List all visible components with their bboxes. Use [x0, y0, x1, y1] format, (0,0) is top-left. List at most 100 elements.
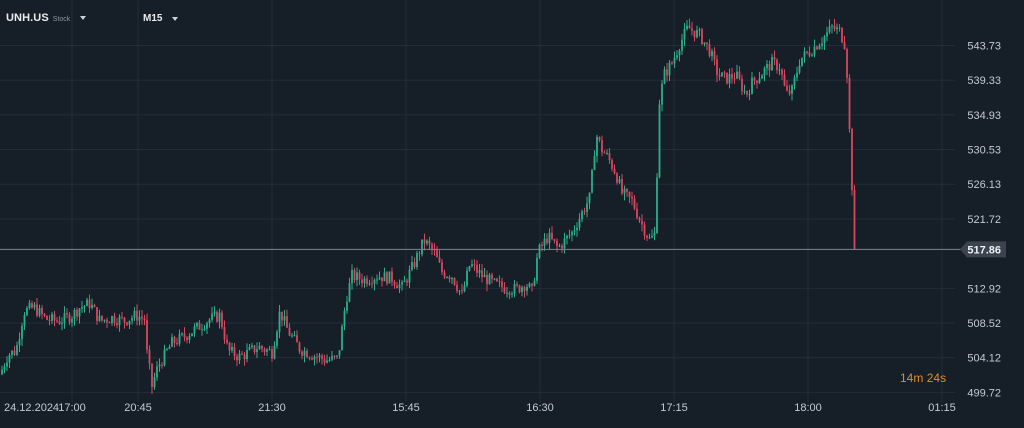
candle-body-down	[841, 27, 843, 43]
candle-body-up	[653, 232, 656, 236]
candle-body-up	[571, 231, 573, 236]
y-tick-label: 543.73	[967, 40, 1001, 52]
candle-body-up	[343, 310, 346, 327]
candle-body-down	[306, 350, 308, 358]
candle-body-down	[556, 240, 558, 247]
candle-body-up	[826, 32, 828, 37]
countdown-seconds: 24	[926, 371, 941, 385]
candle-body-down	[106, 319, 108, 323]
candle-body-down	[598, 137, 601, 140]
candle-body-up	[356, 272, 358, 281]
candle-body-down	[436, 250, 438, 258]
candle-body-down	[768, 64, 771, 71]
candle-body-up	[703, 42, 706, 45]
candle-body-up	[623, 188, 626, 194]
candle-body-down	[423, 239, 426, 244]
candle-body-down	[713, 51, 716, 60]
candle-body-down	[241, 353, 243, 355]
candles-layer	[1, 18, 856, 394]
candle-body-down	[633, 198, 636, 209]
candle-body-up	[466, 270, 468, 286]
candle-body-down	[626, 188, 628, 192]
candle-body-up	[683, 28, 686, 40]
candle-body-up	[658, 104, 661, 178]
candle-body-down	[316, 356, 318, 358]
price-axis: 543.73 539.33 534.93 530.53 526.13 521.72 512.…	[967, 40, 1001, 399]
candle-body-up	[293, 335, 296, 337]
candle-body-up	[338, 350, 341, 356]
candle-body-up	[798, 65, 801, 73]
candle-body-up	[331, 355, 333, 360]
candle-body-down	[113, 316, 116, 324]
candle-body-up	[596, 137, 598, 156]
y-tick-label: 521.72	[967, 214, 1001, 226]
candle-body-down	[198, 322, 201, 330]
candle-body-up	[256, 349, 258, 353]
candle-body-down	[611, 160, 613, 169]
candle-body-down	[221, 312, 223, 327]
candle-body-up	[536, 257, 538, 281]
candle-body-down	[418, 253, 421, 255]
chart-toolbar: UNH.US Stock M15	[0, 0, 1024, 36]
candle-body-up	[511, 293, 513, 295]
x-tick-label: 16:30	[526, 402, 554, 414]
candle-body-up	[711, 51, 713, 57]
y-tick-label: 508.52	[967, 318, 1001, 330]
candle-body-up	[128, 320, 131, 325]
candle-body-up	[111, 316, 113, 323]
candle-body-down	[261, 345, 263, 349]
candle-body-up	[823, 36, 826, 44]
candle-body-up	[1, 369, 3, 375]
candle-body-down	[688, 25, 691, 29]
candle-body-down	[718, 75, 721, 77]
candle-body-up	[578, 218, 581, 228]
chart-grid	[0, 0, 955, 402]
candle-body-down	[143, 318, 146, 321]
candle-body-down	[691, 28, 693, 31]
candle-body-down	[353, 270, 356, 281]
candle-body-down	[386, 272, 388, 284]
candle-body-up	[193, 326, 196, 334]
candle-body-up	[836, 27, 838, 30]
candle-body-up	[526, 286, 528, 291]
x-tick-label: 24.12.2024	[4, 402, 59, 414]
candle-body-down	[843, 42, 846, 50]
candle-body-down	[58, 321, 61, 325]
candle-body-up	[328, 359, 331, 361]
symbol-selector[interactable]: UNH.US Stock	[6, 12, 87, 24]
timeframe-selector[interactable]: M15	[143, 13, 179, 24]
candle-body-down	[48, 319, 51, 321]
candle-body-down	[498, 281, 501, 283]
candle-body-up	[548, 232, 551, 244]
candle-body-down	[846, 49, 848, 78]
candle-body-down	[508, 292, 511, 295]
chevron-down-icon	[80, 16, 87, 20]
candle-body-down	[723, 72, 726, 74]
candle-body-down	[518, 285, 521, 293]
candle-body-up	[163, 349, 166, 366]
candle-body-up	[663, 69, 666, 84]
candle-body-down	[631, 196, 633, 199]
candle-body-up	[81, 307, 83, 309]
candle-body-down	[636, 208, 638, 218]
candle-body-down	[393, 281, 396, 286]
candle-body-up	[3, 366, 6, 370]
candle-body-up	[618, 179, 621, 183]
candle-body-up	[543, 238, 546, 246]
candle-body-down	[693, 30, 696, 38]
candle-body-up	[416, 253, 418, 267]
candle-body-up	[201, 329, 203, 331]
candle-body-up	[593, 155, 596, 171]
candle-body-up	[811, 55, 813, 57]
x-tick-label: 01:15	[928, 402, 956, 414]
candle-body-up	[763, 68, 766, 76]
candle-body-up	[463, 285, 466, 292]
candle-body-down	[223, 326, 226, 340]
candle-body-up	[488, 274, 491, 285]
candle-body-down	[756, 80, 758, 83]
candle-body-down	[746, 91, 748, 95]
candle-body-down	[66, 312, 68, 315]
candle-body-down	[853, 189, 856, 250]
